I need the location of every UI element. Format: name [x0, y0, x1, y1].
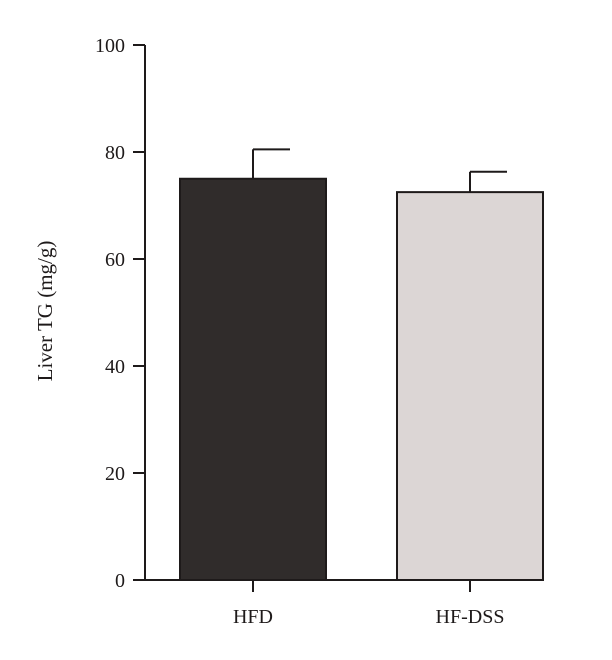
y-tick-label: 60: [105, 249, 125, 271]
y-ticks: 0 20 40 60 80 100: [95, 35, 145, 592]
x-axis: HFD HF-DSS: [145, 579, 542, 628]
y-axis-label: Liver TG (mg/g): [33, 241, 57, 382]
y-tick-label: 80: [105, 142, 125, 164]
x-tick-label: HF-DSS: [436, 606, 505, 628]
y-axis: 0 20 40 60 80 100: [95, 35, 146, 592]
x-ticks: HFD HF-DSS: [233, 580, 504, 628]
bar-hfd: [179, 177, 327, 581]
bars: [179, 148, 544, 581]
y-tick-label: 100: [95, 35, 125, 57]
y-tick-label: 40: [105, 356, 125, 378]
y-tick-label: 20: [105, 463, 125, 485]
x-tick-label: HFD: [233, 606, 273, 628]
bar-hf-dss: [396, 191, 544, 581]
y-tick-label: 0: [115, 570, 125, 592]
